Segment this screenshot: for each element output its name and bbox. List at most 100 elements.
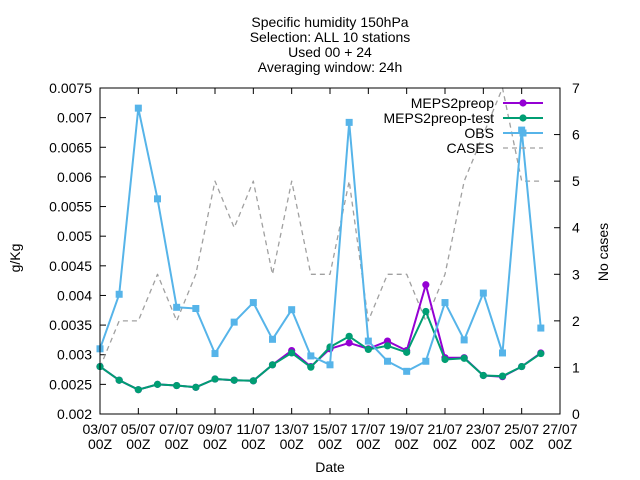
data-point-obs — [384, 357, 391, 365]
x-tick-date-label: 15/07 — [312, 421, 347, 437]
legend-label: MEPS2preop-test — [384, 110, 495, 126]
title-line-2: Selection: ALL 10 stations — [250, 29, 411, 45]
x-tick-hour-label: 00Z — [510, 436, 535, 452]
data-point-meps2preop-test — [268, 361, 277, 369]
data-point-meps2preop-test — [211, 375, 219, 383]
title-line-3: Used 00 + 24 — [288, 44, 372, 60]
y-tick-label: 0.0055 — [49, 199, 92, 215]
data-point-obs — [403, 367, 411, 375]
data-point-meps2preop — [345, 339, 353, 347]
data-point-obs — [154, 195, 161, 203]
series-layer — [96, 87, 545, 394]
x-tick-hour-label: 00Z — [471, 436, 496, 452]
data-point-meps2preop-test — [422, 307, 430, 316]
data-point-meps2preop-test — [364, 345, 372, 353]
y2-tick-label: 6 — [572, 127, 580, 143]
data-point-obs — [211, 350, 219, 358]
title-line-4: Averaging window: 24h — [258, 59, 403, 75]
x-axis-ticks: 03/0700Z05/0700Z07/0700Z09/0700Z11/0700Z… — [82, 88, 578, 452]
y-tick-label: 0.0045 — [49, 258, 92, 274]
data-point-obs — [499, 349, 506, 357]
data-point-obs — [192, 304, 200, 312]
data-point-meps2preop-test — [173, 381, 181, 390]
data-point-obs — [537, 324, 545, 332]
data-point-obs — [345, 118, 353, 126]
y-tick-label: 0.002 — [57, 406, 92, 422]
x-tick-hour-label: 00Z — [88, 436, 113, 452]
data-point-meps2preop-test — [383, 342, 392, 350]
data-point-obs — [288, 306, 296, 314]
data-point-meps2preop-test — [115, 376, 123, 384]
x-tick-date-label: 23/07 — [466, 421, 501, 437]
y-axis-ticks: 0.002 0.0025 0.003 0.0035 0.004 0.0045 0.005 0.… — [49, 80, 106, 422]
y2-tick-label: 2 — [572, 313, 580, 329]
x-tick-date-label: 27/07 — [542, 421, 577, 437]
y-tick-label: 0.0035 — [49, 317, 92, 333]
data-point-obs — [441, 299, 449, 307]
data-point-obs — [460, 336, 468, 344]
x-tick-date-label: 21/07 — [427, 421, 462, 437]
legend-marker — [519, 114, 527, 122]
data-point-meps2preop-test — [249, 377, 257, 385]
x-tick-date-label: 07/07 — [159, 421, 194, 437]
x-tick-hour-label: 00Z — [318, 436, 343, 452]
data-point-meps2preop-test — [403, 348, 411, 356]
y2-tick-label: 4 — [572, 220, 580, 236]
y-tick-label: 0.007 — [57, 110, 92, 126]
y-tick-label: 0.0075 — [49, 80, 92, 96]
data-point-meps2preop-test — [498, 372, 507, 380]
chart-title: Specific humidity 150hPa Selection: ALL … — [250, 14, 411, 75]
data-point-meps2preop-test — [192, 383, 200, 391]
legend-marker — [519, 129, 527, 137]
data-point-meps2preop-test — [288, 349, 296, 357]
x-tick-date-label: 17/07 — [351, 421, 386, 437]
y-tick-label: 0.003 — [57, 347, 92, 363]
y-axis-label: g/Kg — [7, 244, 23, 273]
y-tick-label: 0.0065 — [49, 139, 92, 155]
data-point-obs — [326, 361, 334, 369]
y2-tick-label: 0 — [572, 406, 580, 422]
x-tick-hour-label: 00Z — [433, 436, 458, 452]
legend-label: MEPS2preop — [411, 95, 494, 111]
y2-tick-label: 3 — [572, 266, 580, 282]
data-point-obs — [230, 318, 238, 326]
y2-tick-label: 7 — [572, 80, 580, 96]
y2-axis-label: No cases — [595, 223, 611, 281]
data-point-meps2preop-test — [345, 332, 353, 340]
series-line-obs — [99, 107, 542, 373]
plot-frame — [99, 87, 561, 415]
data-point-obs — [173, 303, 181, 311]
data-point-obs — [134, 104, 142, 112]
y-tick-label: 0.006 — [57, 169, 92, 185]
y-tick-label: 0.005 — [57, 228, 92, 244]
data-point-meps2preop-test — [307, 363, 315, 371]
data-point-meps2preop-test — [460, 354, 468, 362]
data-point-obs — [364, 337, 372, 345]
y2-tick-label: 1 — [572, 359, 580, 375]
data-point-meps2preop-test — [134, 386, 142, 394]
x-tick-hour-label: 00Z — [165, 436, 190, 452]
series-line-cases — [99, 87, 541, 368]
legend-label: CASES — [447, 140, 494, 156]
x-tick-hour-label: 00Z — [548, 436, 573, 452]
x-tick-hour-label: 00Z — [395, 436, 420, 452]
data-point-obs — [307, 352, 315, 360]
data-point-meps2preop-test — [441, 355, 449, 364]
data-point-meps2preop-test — [230, 376, 238, 384]
x-tick-date-label: 03/07 — [82, 421, 117, 437]
y2-tick-label: 5 — [572, 173, 580, 189]
data-point-meps2preop-test — [153, 380, 162, 388]
x-tick-hour-label: 00Z — [203, 436, 228, 452]
legend-marker — [519, 99, 527, 107]
data-point-obs — [422, 357, 430, 365]
data-point-meps2preop-test — [479, 371, 487, 380]
x-tick-date-label: 09/07 — [197, 421, 232, 437]
x-tick-date-label: 05/07 — [121, 421, 156, 437]
y-tick-label: 0.0025 — [49, 376, 92, 392]
y-tick-label: 0.004 — [57, 287, 92, 303]
x-tick-date-label: 11/07 — [236, 421, 270, 437]
x-axis-label: Date — [315, 459, 345, 475]
data-point-obs — [249, 299, 257, 307]
